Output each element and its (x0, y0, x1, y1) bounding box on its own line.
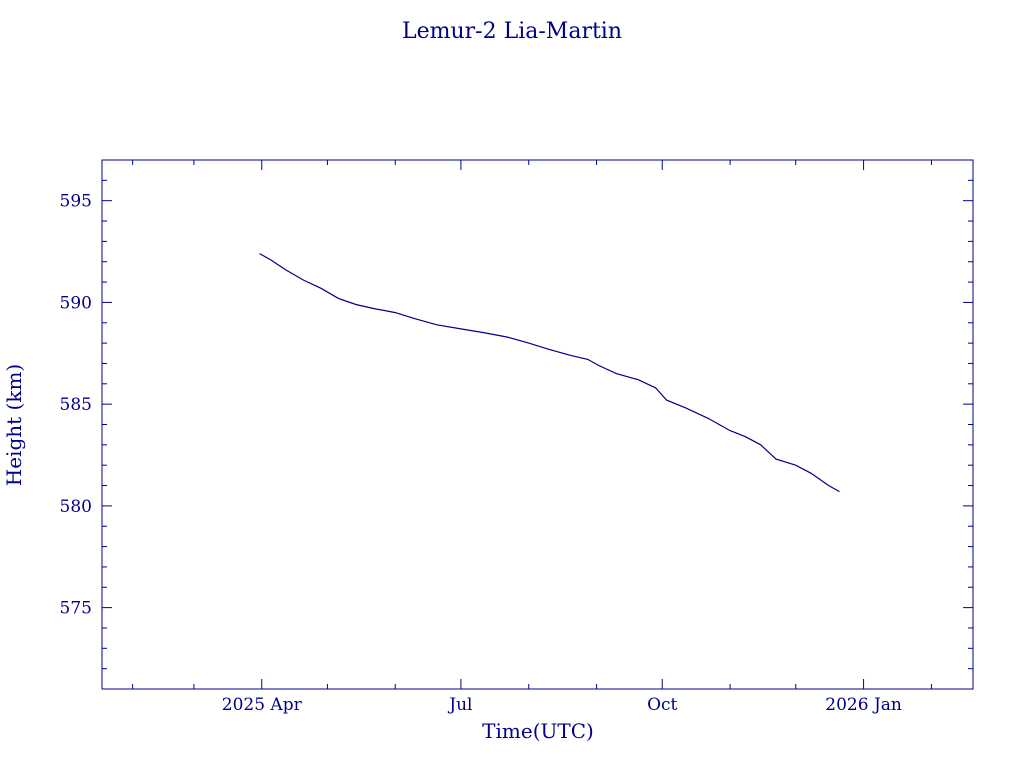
axis-tick-labels: 575 580 585 590 595 2025 Apr Jul Oct 2026 Jan (60, 192, 902, 715)
y-tick-label: 585 (60, 395, 92, 415)
series-line (259, 253, 840, 493)
y-tick-label: 575 (60, 599, 92, 619)
plot-area: 575 580 585 590 595 2025 Apr Jul Oct 2026 Jan (60, 159, 974, 715)
x-tick-label: 2026 Jan (825, 695, 902, 715)
axis-ticks (102, 159, 973, 690)
y-tick-label: 590 (60, 293, 92, 313)
x-tick-label: Oct (647, 695, 677, 715)
x-tick-label: 2025 Apr (222, 695, 303, 715)
y-tick-label: 580 (60, 497, 92, 517)
y-tick-label: 595 (60, 192, 92, 212)
x-axis-label: Time(UTC) (482, 719, 594, 743)
y-axis-label: Height (km) (2, 364, 26, 486)
x-tick-label: Jul (447, 695, 472, 715)
plot-frame (101, 159, 974, 690)
chart-title: Lemur-2 Lia-Martin (402, 19, 622, 44)
